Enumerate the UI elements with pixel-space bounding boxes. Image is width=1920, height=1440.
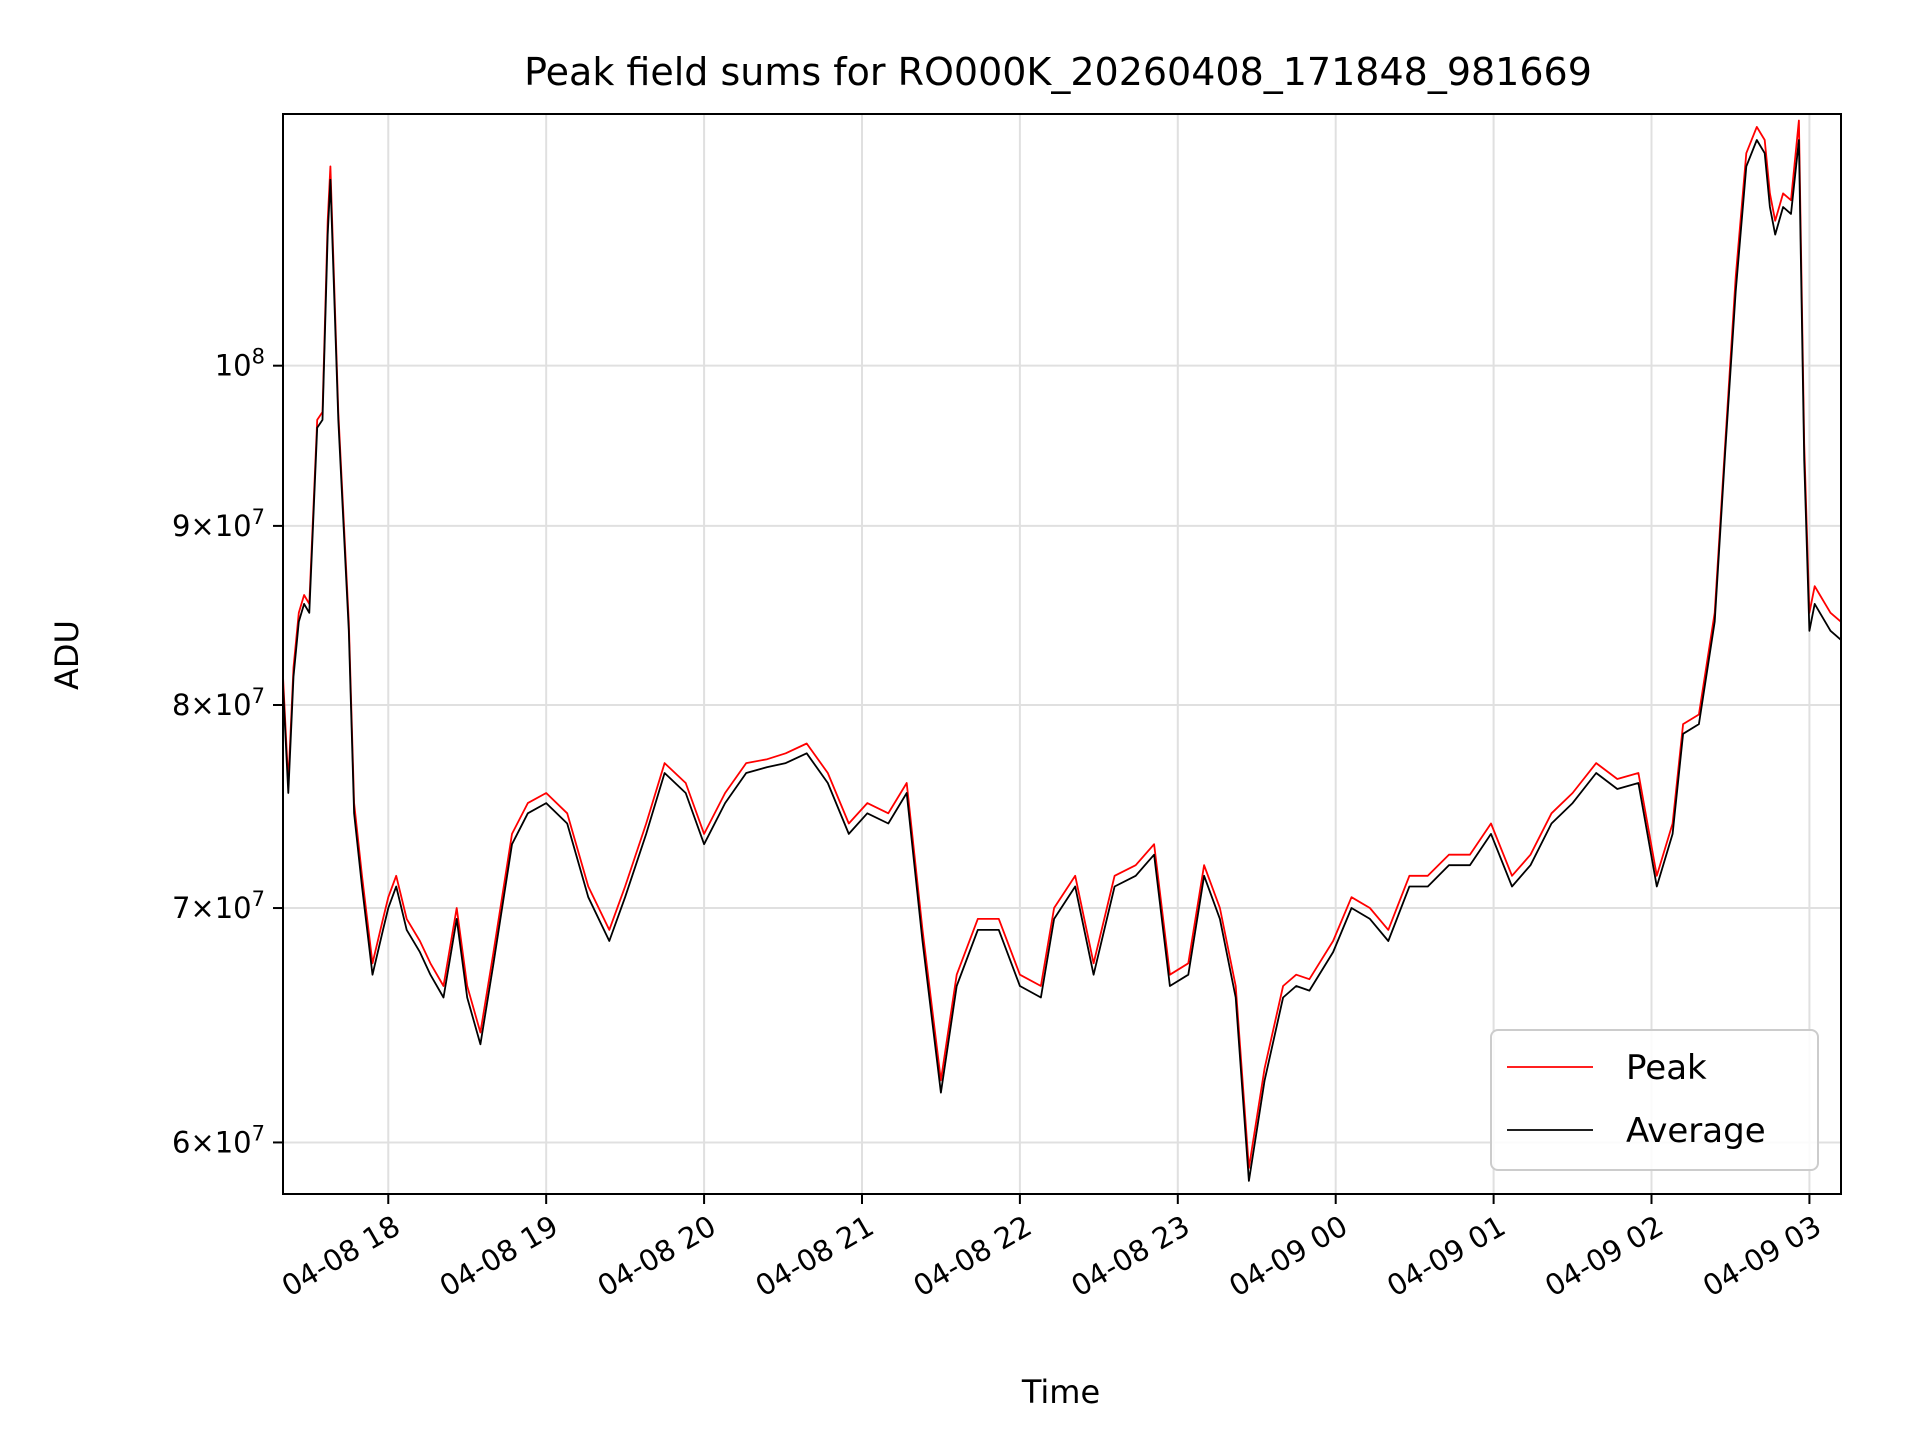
y-tick-exponent: 7 xyxy=(252,887,265,911)
chart-title: Peak field sums for RO000K_20260408_1718… xyxy=(524,50,1592,94)
y-tick-base: 10 xyxy=(215,349,252,383)
x-tick-label: 04-08 19 xyxy=(434,1209,564,1304)
x-tick-label: 04-08 20 xyxy=(592,1209,722,1304)
series-layer xyxy=(283,119,1841,1182)
x-tick-label: 04-09 02 xyxy=(1539,1209,1669,1304)
x-tick-label: 04-09 01 xyxy=(1381,1209,1511,1304)
y-tick-mantissa: 9 xyxy=(172,509,190,543)
y-tick-label: 8×107 xyxy=(172,684,265,722)
plot-frame xyxy=(282,113,1842,1195)
series-line-average xyxy=(283,139,1841,1182)
x-tick-label: 04-08 23 xyxy=(1065,1209,1195,1304)
y-tick-mantissa: 8 xyxy=(172,688,190,722)
y-tick-times: ×10 xyxy=(190,509,251,543)
y-tick-label: 6×107 xyxy=(172,1121,265,1159)
y-tick-exponent: 7 xyxy=(252,505,265,529)
x-tick-label: 04-08 21 xyxy=(750,1209,880,1304)
y-tick-mantissa: 7 xyxy=(172,891,190,925)
y-tick-exponent: 7 xyxy=(252,1121,265,1145)
x-tick-label: 04-08 22 xyxy=(907,1209,1037,1304)
x-axis-title: Time xyxy=(1021,1373,1100,1411)
x-tick-label: 04-09 03 xyxy=(1697,1209,1827,1304)
x-axis: 04-08 18 04-08 19 04-08 20 04-08 21 04-08 22… xyxy=(276,1194,1827,1303)
x-tick-label: 04-09 00 xyxy=(1223,1209,1353,1304)
legend: Peak Average xyxy=(1490,1029,1819,1171)
y-tick-mantissa: 6 xyxy=(172,1125,190,1159)
x-tick-label: 04-08 18 xyxy=(276,1209,406,1304)
legend-box xyxy=(1490,1029,1819,1171)
y-tick-label: 9×107 xyxy=(172,505,265,543)
y-tick-exponent: 8 xyxy=(252,345,265,369)
y-tick-times: ×10 xyxy=(190,1125,251,1159)
legend-label-average: Average xyxy=(1626,1111,1766,1151)
grid xyxy=(283,114,1841,1194)
y-tick-times: ×10 xyxy=(190,688,251,722)
y-tick-times: ×10 xyxy=(190,891,251,925)
series-line-peak xyxy=(283,119,1841,1169)
y-tick-exponent: 7 xyxy=(252,684,265,708)
y-tick-label: 108 xyxy=(215,345,265,383)
y-axis-title: ADU xyxy=(48,620,86,690)
y-tick-label: 7×107 xyxy=(172,887,265,925)
legend-label-peak: Peak xyxy=(1626,1048,1707,1088)
